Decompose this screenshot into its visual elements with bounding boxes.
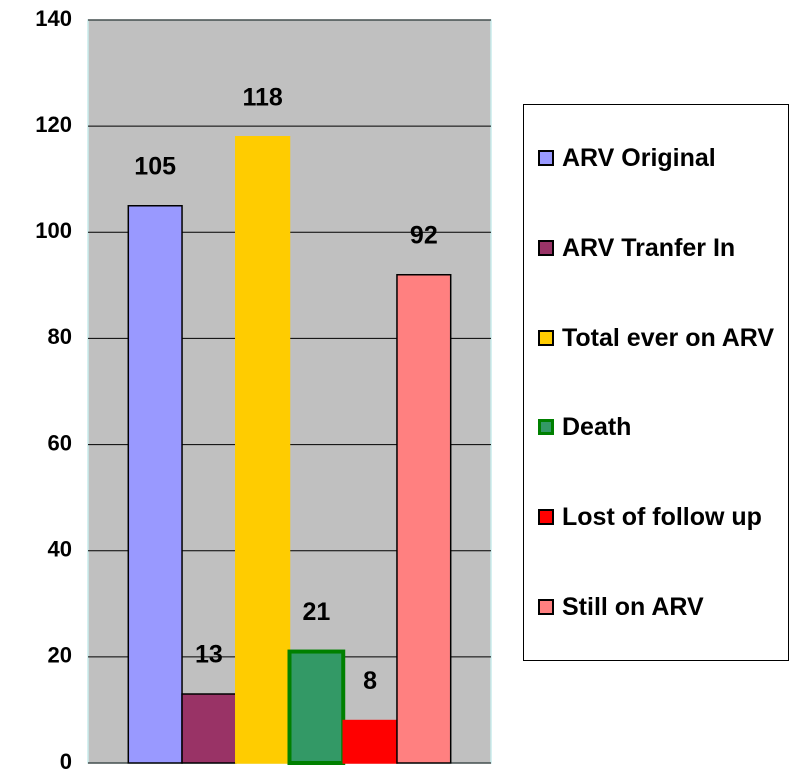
legend-swatch: [538, 419, 554, 436]
legend-swatch: [538, 509, 554, 526]
data-label: 105: [134, 152, 176, 180]
bar: [235, 136, 291, 764]
legend-label: ARV Original: [562, 143, 716, 172]
legend-label: Lost of follow up: [562, 503, 762, 532]
y-tick-label: 0: [60, 749, 72, 769]
legend-label: Death: [562, 413, 632, 442]
y-tick-label: 40: [48, 537, 72, 562]
bar: [127, 205, 183, 764]
data-label: 13: [195, 641, 223, 669]
bar: [287, 649, 346, 765]
legend-label: Total ever on ARV: [562, 323, 775, 352]
y-tick-label: 20: [48, 643, 72, 668]
y-tick-label: 60: [48, 430, 72, 455]
legend-entry: Death: [524, 409, 788, 445]
legend-swatch: [538, 239, 554, 256]
data-label: 8: [363, 667, 377, 695]
legend-swatch: [538, 599, 554, 616]
y-tick-label: 100: [35, 218, 72, 243]
legend-swatch: [538, 329, 554, 346]
data-label: 92: [410, 221, 438, 249]
legend-entry: ARV Original: [524, 140, 788, 176]
legend-entry: Still on ARV: [524, 589, 788, 625]
legend-entry: Lost of follow up: [524, 499, 788, 535]
y-tick-label: 80: [48, 324, 72, 349]
legend-label: Still on ARV: [562, 593, 704, 622]
y-tick-label: 140: [35, 6, 72, 31]
legend-entry: ARV Tranfer In: [524, 230, 788, 266]
data-label: 21: [302, 598, 330, 626]
legend-swatch: [538, 149, 554, 166]
bar: [342, 719, 398, 764]
legend-entry: Total ever on ARV: [524, 320, 788, 356]
data-label: 118: [242, 83, 282, 111]
y-tick-label: 120: [35, 112, 72, 137]
bar: [396, 273, 452, 764]
legend-label: ARV Tranfer In: [562, 233, 736, 262]
bar: [181, 693, 237, 764]
legend: ARV Original ARV Tranfer In Total ever on …: [523, 104, 789, 661]
